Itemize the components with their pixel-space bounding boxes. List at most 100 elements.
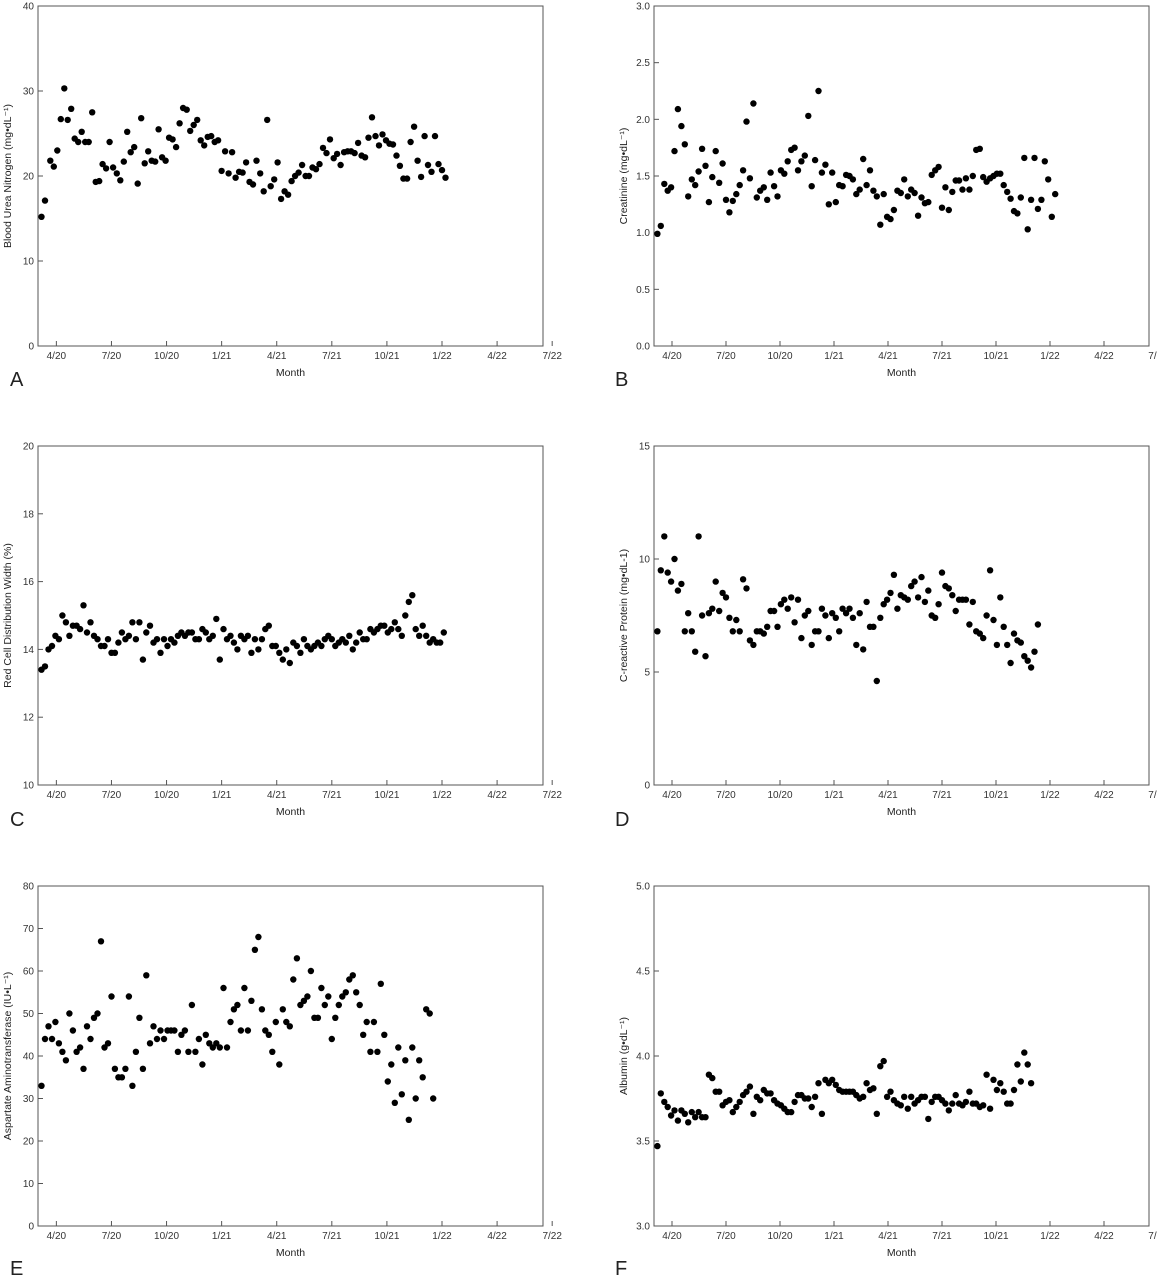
data-point <box>976 630 983 637</box>
data-point <box>430 1095 437 1102</box>
panel-letter: A <box>10 369 24 391</box>
data-point <box>1014 1061 1021 1068</box>
data-point <box>825 201 832 208</box>
data-point <box>183 106 190 113</box>
data-point <box>908 1093 915 1101</box>
data-point <box>431 132 439 140</box>
panel-letter: E <box>10 1258 23 1280</box>
y-tick-label: 0 <box>28 1222 34 1233</box>
data-point <box>716 607 723 615</box>
data-point <box>160 1035 168 1043</box>
y-tick-label: 1.0 <box>636 228 650 239</box>
panel-e: 0 10 20 30 40 50 60 70 80 4/20 7/20 10/20 1/21 4/21 7/… <box>2 882 562 1280</box>
data-point <box>132 1048 140 1056</box>
data-point <box>96 177 103 185</box>
data-point <box>938 569 946 576</box>
data-point <box>326 136 334 143</box>
data-point <box>901 176 908 183</box>
data-point <box>188 1001 196 1009</box>
data-point <box>388 1061 395 1068</box>
data-point <box>300 636 308 643</box>
x-tick-label: 1/22 <box>1040 790 1060 801</box>
data-point <box>38 1082 45 1090</box>
data-point <box>52 1018 59 1026</box>
data-point <box>286 1023 293 1030</box>
data-point <box>75 138 82 146</box>
data-point <box>131 143 138 151</box>
data-point <box>753 194 760 201</box>
data-point <box>41 197 49 204</box>
data-point <box>918 573 925 581</box>
x-tick-label: 10/20 <box>767 790 792 801</box>
data-point <box>255 933 262 941</box>
data-point <box>712 578 719 585</box>
y-tick-label: 16 <box>23 577 35 588</box>
data-point <box>111 649 119 656</box>
data-point <box>695 533 702 540</box>
data-point <box>791 619 798 626</box>
x-tick-label: 10/21 <box>983 790 1008 801</box>
data-point <box>1024 657 1031 664</box>
y-axis-title: Albumin (g•dL⁻¹) <box>618 1017 630 1095</box>
y-tick-label: 4.5 <box>636 967 650 978</box>
data-point <box>890 206 898 214</box>
x-tick-label: 7/22 <box>542 351 562 362</box>
data-point <box>307 967 315 975</box>
data-point <box>272 642 279 650</box>
data-point <box>325 993 332 1000</box>
data-point <box>381 1031 388 1039</box>
data-point <box>692 648 699 655</box>
data-point <box>279 1006 286 1013</box>
data-point <box>271 176 278 183</box>
data-point <box>808 183 815 190</box>
data-point <box>155 126 162 133</box>
data-point <box>136 1014 143 1021</box>
x-axis-title: Month <box>276 367 305 379</box>
data-point <box>318 642 325 650</box>
x-tick-label: 4/22 <box>487 1231 507 1242</box>
data-point <box>764 623 771 630</box>
data-points <box>654 533 1042 685</box>
data-point <box>788 1108 795 1116</box>
data-point <box>409 1044 416 1051</box>
data-point <box>265 1031 272 1039</box>
data-point <box>839 183 846 190</box>
data-point <box>1027 1080 1035 1087</box>
data-point <box>124 128 131 135</box>
data-point <box>678 122 685 130</box>
y-tick-label: 0.5 <box>636 285 650 296</box>
data-point <box>321 1001 328 1009</box>
data-point <box>863 181 870 189</box>
data-point <box>822 612 829 619</box>
data-point <box>945 206 952 214</box>
data-point <box>877 1063 884 1070</box>
data-point <box>1034 621 1042 628</box>
data-point <box>213 615 220 623</box>
y-tick-label: 3.0 <box>636 1222 650 1233</box>
data-point <box>863 598 870 606</box>
data-point <box>389 141 397 148</box>
data-point <box>815 628 822 635</box>
data-points <box>38 85 449 220</box>
data-point <box>983 1071 990 1078</box>
data-point <box>842 610 850 617</box>
data-point <box>1000 623 1007 630</box>
data-point <box>132 636 140 643</box>
data-point <box>276 649 283 656</box>
data-point <box>277 195 285 203</box>
data-point <box>197 137 204 144</box>
data-point <box>746 175 754 182</box>
data-point <box>328 636 335 643</box>
data-point <box>162 157 169 164</box>
x-tick-label: 10/21 <box>374 790 399 801</box>
x-tick-label: 7/20 <box>716 790 736 801</box>
data-point <box>402 612 409 619</box>
data-point <box>241 984 248 992</box>
x-tick-label: 4/20 <box>47 351 67 362</box>
data-point <box>66 1010 73 1017</box>
x-tick-label: 4/21 <box>878 1231 898 1242</box>
data-point <box>966 1088 973 1095</box>
data-point <box>41 663 49 670</box>
data-point <box>1017 639 1024 646</box>
